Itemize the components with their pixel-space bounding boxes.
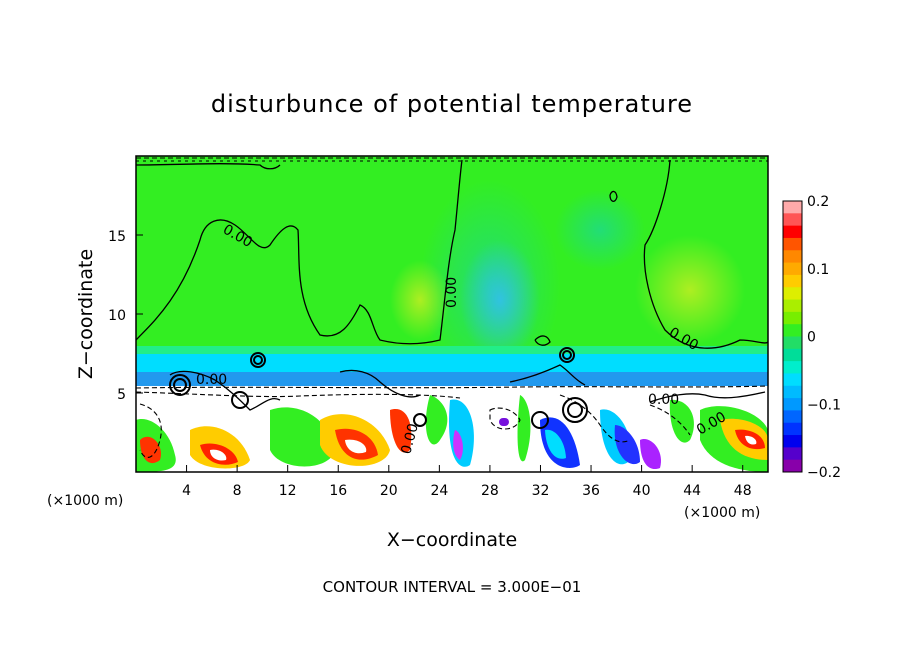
x-tick-label: 24 bbox=[430, 483, 448, 499]
colorbar-swatch bbox=[783, 201, 802, 214]
colorbar-tick-label: −0.2 bbox=[807, 465, 841, 481]
x-tick-label: 4 bbox=[182, 483, 191, 499]
x-axis-unit-right: (×1000 m) bbox=[684, 505, 760, 521]
x-tick-label: 20 bbox=[380, 483, 398, 499]
contour-label: 0.00 bbox=[196, 372, 227, 388]
x-tick-label: 12 bbox=[279, 483, 297, 499]
colorbar-swatch bbox=[783, 410, 802, 424]
cool-anomaly-core bbox=[460, 240, 540, 360]
vortex-rings bbox=[169, 347, 588, 429]
colorbar-swatch bbox=[783, 311, 802, 325]
colorbar-tick-label: 0 bbox=[807, 330, 816, 346]
x-tick-label: 8 bbox=[233, 483, 242, 499]
contour-label: 0.00 bbox=[398, 422, 422, 456]
colorbar: 0.2 0.1 0 −0.1 −0.2 bbox=[782, 194, 841, 481]
colorbar-tick-label: −0.1 bbox=[807, 397, 841, 413]
colorbar-swatch bbox=[783, 274, 802, 288]
y-axis-label: Z−coordinate bbox=[75, 249, 97, 379]
colorbar-tick-label: 0.2 bbox=[807, 194, 829, 210]
warm-anomaly-left bbox=[390, 260, 450, 340]
x-tick-label: 32 bbox=[532, 483, 550, 499]
colorbar-swatch bbox=[783, 373, 802, 387]
dashed-contours bbox=[136, 157, 768, 458]
colorbar-swatch bbox=[783, 447, 802, 461]
colorbar-frame bbox=[782, 200, 803, 473]
colorbar-swatch bbox=[783, 237, 802, 251]
colorbar-swatch bbox=[783, 361, 802, 374]
colorbar-swatch bbox=[783, 324, 802, 337]
colorbar-swatch bbox=[783, 422, 802, 436]
colorbar-swatch bbox=[783, 213, 802, 227]
stable-layer-edge bbox=[136, 346, 768, 354]
x-axis: 4 8 12 16 20 24 28 32 36 40 44 48 bbox=[182, 465, 752, 499]
y-axis: 5 10 15 bbox=[108, 229, 143, 403]
stable-layer-base bbox=[136, 372, 768, 386]
colorbar-swatch bbox=[783, 250, 802, 264]
chart-title: disturbunce of potential temperature bbox=[211, 90, 693, 118]
y-tick-label: 15 bbox=[108, 229, 126, 245]
y-tick-label: 10 bbox=[108, 308, 126, 324]
colorbar-swatch bbox=[783, 336, 802, 350]
purple-blob bbox=[499, 418, 509, 426]
contour-label: 0.00 bbox=[648, 392, 679, 408]
colorbar-swatch bbox=[783, 299, 802, 313]
lower-anomalies bbox=[136, 395, 768, 472]
colorbar-swatch bbox=[783, 435, 802, 448]
x-tick-label: 36 bbox=[582, 483, 600, 499]
colorbar-swatch bbox=[783, 287, 802, 301]
x-tick-label: 40 bbox=[633, 483, 651, 499]
colorbar-swatch bbox=[783, 459, 802, 473]
contour-lines bbox=[136, 159, 768, 411]
colorbar-swatch bbox=[783, 398, 802, 411]
cool-anomaly-upper bbox=[555, 190, 645, 270]
x-tick-label: 48 bbox=[734, 483, 752, 499]
warm-anomaly-right bbox=[635, 235, 745, 345]
colorbar-swatch bbox=[783, 225, 802, 239]
y-tick-label: 5 bbox=[117, 387, 126, 403]
x-axis-label: X−coordinate bbox=[387, 529, 517, 551]
colorbar-swatch bbox=[783, 385, 802, 399]
x-tick-label: 16 bbox=[329, 483, 347, 499]
colorbar-swatch bbox=[783, 262, 802, 276]
x-axis-unit-left: (×1000 m) bbox=[47, 493, 123, 509]
plot-area bbox=[136, 156, 768, 472]
x-tick-label: 28 bbox=[481, 483, 499, 499]
colorbar-tick-label: 0.1 bbox=[807, 262, 829, 278]
contour-interval-note: CONTOUR INTERVAL = 3.000E−01 bbox=[323, 578, 582, 596]
contour-label: 0.00 bbox=[444, 277, 460, 308]
x-tick-label: 44 bbox=[683, 483, 701, 499]
colorbar-swatch bbox=[783, 348, 802, 362]
